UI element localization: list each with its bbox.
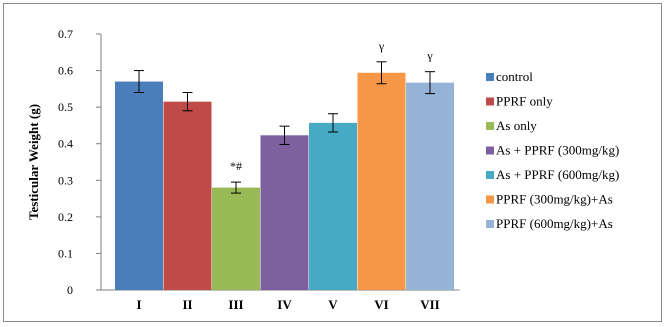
bar: [357, 72, 406, 290]
legend-label: PPRF only: [496, 94, 553, 109]
legend-swatch: [486, 146, 494, 155]
legend-label: As + PPRF (600mg/kg): [496, 167, 619, 182]
x-tick-label: I: [136, 297, 141, 312]
y-tick-label: 0.5: [58, 100, 73, 114]
legend-swatch: [486, 97, 494, 106]
legend-label: As only: [496, 118, 537, 133]
significance-annotation: γ: [378, 39, 385, 53]
bar: [115, 81, 163, 291]
legend-label: As + PPRF (300mg/kg): [496, 143, 619, 158]
legend: control PPRF only As only As + PPRF (300mg/…: [486, 69, 619, 231]
y-tick-label: 0.4: [58, 137, 73, 151]
legend-swatch: [486, 220, 494, 228]
x-tick-label: VII: [420, 297, 440, 312]
legend-swatch: [486, 122, 494, 130]
y-axis-label: Testicular Weight (g): [26, 104, 41, 220]
legend-label: PPRF (600mg/kg)+As: [496, 216, 613, 231]
y-tick-label: 0.7: [58, 27, 73, 41]
bar: [212, 187, 260, 290]
legend-label: PPRF (300mg/kg)+As: [496, 192, 613, 207]
y-tick-label: 0.1: [58, 246, 73, 260]
legend-label: control: [496, 69, 533, 84]
x-tick-label: III: [228, 297, 243, 312]
bar: [406, 82, 454, 290]
bar: [309, 122, 357, 291]
bar: [163, 101, 212, 291]
x-tick-label: VI: [374, 297, 388, 312]
y-tick-label: 0.6: [58, 64, 73, 78]
bar: [260, 135, 309, 290]
legend-swatch: [486, 171, 494, 179]
y-tick-label: 0.2: [58, 210, 73, 224]
x-tick-label: II: [182, 297, 192, 312]
bars: *# γ γ: [115, 39, 454, 291]
x-tick-label: IV: [277, 297, 292, 312]
y-tick-label: 0: [67, 283, 73, 297]
significance-annotation: *#: [230, 159, 242, 173]
y-tick-label: 0.3: [58, 173, 73, 187]
x-tick-label: V: [328, 297, 338, 312]
legend-swatch: [486, 195, 494, 204]
significance-annotation: γ: [426, 49, 433, 63]
legend-swatch: [486, 73, 494, 81]
